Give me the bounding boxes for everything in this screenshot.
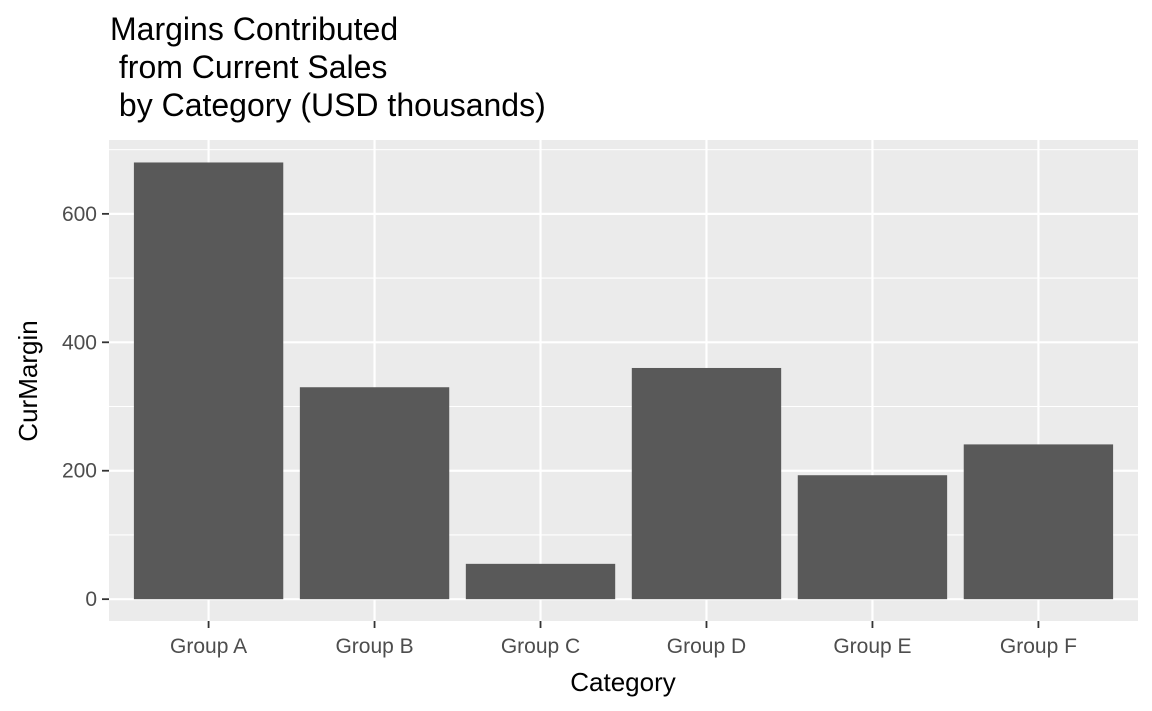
- bar: [631, 367, 782, 600]
- x-axis-title: Category: [570, 667, 676, 697]
- y-tick-label: 400: [62, 331, 97, 354]
- title-line-2: from Current Sales: [110, 49, 387, 85]
- title-line-1: Margins Contributed: [110, 11, 398, 47]
- x-tick-label: Group E: [833, 635, 911, 658]
- bar: [963, 444, 1114, 600]
- bar: [299, 387, 450, 600]
- bar: [465, 563, 616, 600]
- y-tick-label: 200: [62, 460, 97, 483]
- y-tick-label: 600: [62, 203, 97, 226]
- x-tick-label: Group A: [170, 635, 247, 658]
- y-tick-label: 0: [85, 588, 97, 611]
- title-line-3: by Category (USD thousands): [110, 87, 546, 123]
- x-tick-label: Group F: [1000, 635, 1077, 658]
- bar: [133, 162, 284, 600]
- y-axis-title: CurMargin: [13, 320, 43, 441]
- bars: [133, 162, 1114, 600]
- x-axis: Group A Group B Group C Group D Group E Group…: [170, 621, 1077, 658]
- bar: [797, 475, 948, 600]
- chart-title: Margins Contributed from Current Sales b…: [110, 11, 546, 123]
- x-tick-label: Group C: [501, 635, 580, 658]
- x-tick-label: Group B: [335, 635, 413, 658]
- y-axis: 0 200 400 600: [62, 203, 109, 611]
- x-tick-label: Group D: [667, 635, 746, 658]
